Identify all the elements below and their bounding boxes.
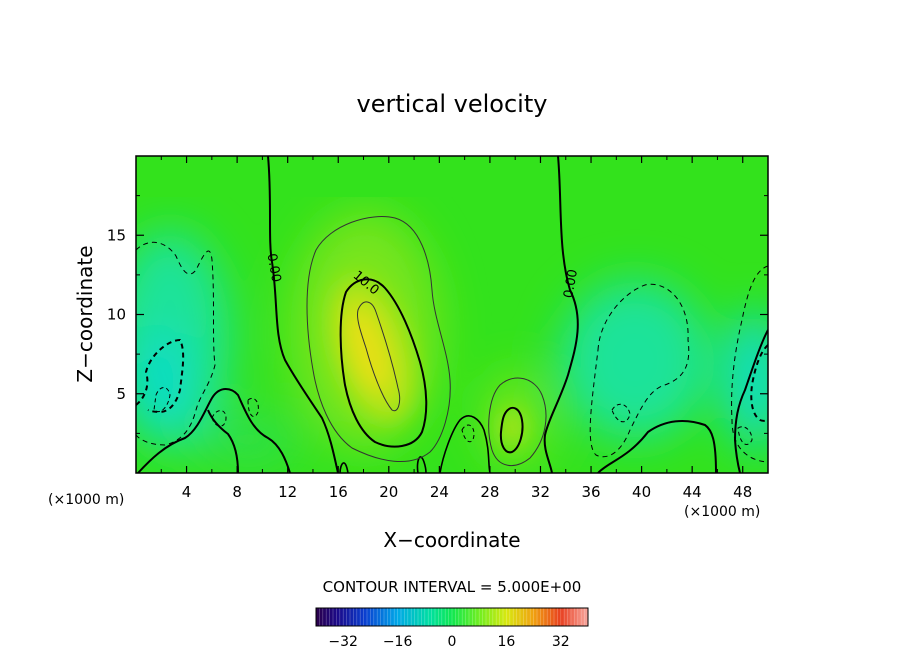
contour-zero-right xyxy=(543,156,579,473)
contour-label: 0.00 xyxy=(264,252,284,283)
x-tick-label: 40 xyxy=(632,483,651,501)
chart-title: vertical velocity xyxy=(357,90,548,118)
x-tick-label: 8 xyxy=(232,483,242,501)
x-tick-label: 24 xyxy=(430,483,449,501)
colorbar-tick-label: 0 xyxy=(448,634,457,650)
colorbar-ticks: −32 −16 0 16 32 xyxy=(328,634,569,650)
x-tick-label: 28 xyxy=(480,483,499,501)
x-tick-label: 32 xyxy=(531,483,550,501)
contour-pos10-main xyxy=(339,278,428,448)
x-tick-label: 44 xyxy=(683,483,702,501)
contour-labels: 0.00 10.0 0.00 xyxy=(264,252,582,299)
contour-zero-lower-left xyxy=(137,388,291,473)
colorbar: −32 −16 0 16 32 xyxy=(315,607,589,650)
contours xyxy=(136,156,768,473)
contour-zero-left xyxy=(267,156,339,473)
contour-neg5-left xyxy=(136,241,216,446)
contour-pos5-main xyxy=(306,216,451,463)
contour-zero-lower-right xyxy=(597,419,717,473)
contour-pos20-main xyxy=(357,301,401,412)
contour-neg-right-small xyxy=(737,426,753,445)
x-axis: 4 8 12 16 20 24 28 32 36 40 44 48 xyxy=(160,156,752,501)
contour-zero-updraft-b xyxy=(439,415,491,473)
x-tick-label: 16 xyxy=(329,483,348,501)
contour-neg-left-b xyxy=(211,410,227,427)
y-axis-label: Z−coordinate xyxy=(73,245,97,382)
contour-neg-left-c xyxy=(247,397,259,417)
contour-neg5-right xyxy=(589,283,690,458)
colorbar-cells xyxy=(319,608,585,626)
contour-neg5-right-inner xyxy=(611,403,631,423)
x-unit-left: (×1000 m) xyxy=(48,492,124,508)
contour-zero-small-b xyxy=(339,462,349,473)
contour-neg-left-inner xyxy=(153,387,171,413)
colorbar-tick-label: 16 xyxy=(497,634,515,650)
contour-pos10-secondary xyxy=(499,406,524,454)
contour-zero-small xyxy=(416,456,427,473)
x-tick-label: 12 xyxy=(278,483,297,501)
x-unit-right: (×1000 m) xyxy=(684,504,760,520)
y-tick-label: 5 xyxy=(116,385,126,403)
x-tick-label: 20 xyxy=(379,483,398,501)
field-peaks xyxy=(329,277,524,446)
plot-area: 0.00 10.0 0.00 xyxy=(136,156,768,473)
colorbar-fill xyxy=(316,608,588,626)
colorbar-tick-label: −16 xyxy=(383,634,413,650)
contour-pos5-secondary xyxy=(488,377,547,466)
y-tick-label: 10 xyxy=(107,306,126,324)
contour-interval: CONTOUR INTERVAL = 5.000E+00 xyxy=(323,578,582,596)
colorbar-frame xyxy=(315,607,589,627)
x-axis-label: X−coordinate xyxy=(383,528,520,552)
x-tick-label: 48 xyxy=(733,483,752,501)
contour-zero-right-edge xyxy=(733,329,768,473)
y-tick-label: 15 xyxy=(107,226,126,244)
colorbar-tick-label: −32 xyxy=(328,634,358,650)
contour-neg10-left xyxy=(136,338,185,414)
colorbar-tick-label: 32 xyxy=(552,634,570,650)
contour-label: 0.00 xyxy=(561,268,581,299)
x-tick-label: 36 xyxy=(581,483,600,501)
contour-neg10-right-edge xyxy=(750,344,768,422)
contour-neg5-right-edge xyxy=(731,265,768,463)
y-axis: 5 10 15 xyxy=(107,195,768,434)
x-tick-label: 4 xyxy=(182,483,192,501)
